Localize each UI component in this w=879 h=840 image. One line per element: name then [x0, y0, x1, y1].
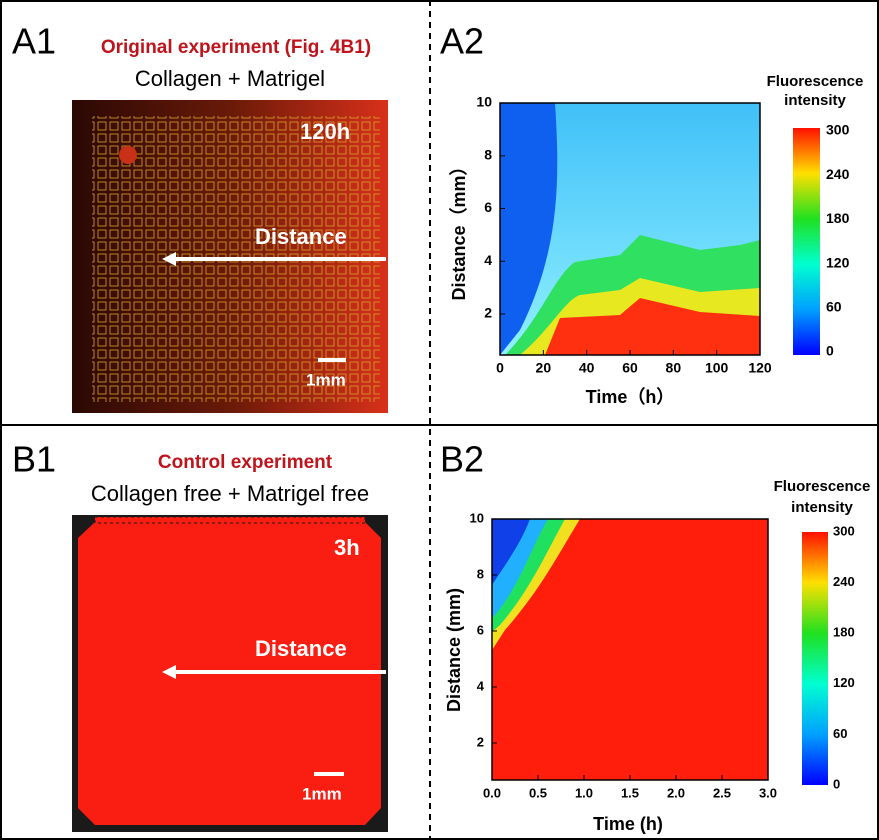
panel-label: B1 [12, 439, 56, 480]
arrow-label: Distance [255, 636, 347, 661]
time-label: 3h [334, 535, 360, 560]
x-tick-label: 2.5 [713, 785, 731, 800]
colorbar-tick-label: 0 [833, 776, 840, 791]
y-tick-label: 8 [477, 566, 484, 581]
colorbar-title: Fluorescence [774, 478, 871, 495]
contour [500, 103, 760, 355]
x-tick-label: 0.0 [483, 785, 501, 800]
x-axis-label: Time (h) [593, 814, 663, 834]
y-tick-label: 6 [484, 199, 492, 215]
panel-title: Control experiment [158, 452, 333, 473]
y-tick-label: 4 [477, 678, 485, 693]
colorbar-tick-label: 120 [826, 254, 850, 270]
colorbar-tick-label: 60 [826, 299, 842, 315]
y-axis-label: Distance (mm) [444, 588, 464, 712]
scale-label: 1mm [302, 784, 342, 803]
arrow-label: Distance [255, 224, 347, 249]
colorbar-tick-label: 240 [826, 166, 850, 182]
x-axis-label: Time（h） [586, 387, 675, 407]
colorbar-tick-label: 60 [833, 726, 847, 741]
colorbar-tick-label: 120 [833, 675, 855, 690]
y-tick-label: 6 [477, 622, 484, 637]
spot [119, 146, 137, 164]
x-tick-label: 1.0 [575, 785, 593, 800]
x-tick-label: 0.5 [529, 785, 547, 800]
y-tick-label: 8 [484, 146, 492, 162]
colorbar-tick-label: 300 [826, 122, 850, 138]
colorbar-tick-label: 0 [826, 343, 834, 359]
x-tick-label: 40 [579, 360, 595, 376]
x-tick-label: 60 [622, 360, 638, 376]
y-tick-label: 2 [484, 305, 492, 321]
colorbar [793, 128, 820, 355]
colorbar-title: intensity [784, 92, 846, 109]
x-tick-label: 80 [666, 360, 682, 376]
scale-label: 1mm [306, 370, 346, 389]
panel-label: A2 [440, 21, 484, 62]
arrow-head [162, 252, 176, 266]
colorbar-tick-label: 180 [833, 625, 855, 640]
x-tick-label: 0 [496, 360, 504, 376]
colorbar-title: Fluorescence [767, 73, 864, 90]
x-tick-label: 100 [705, 360, 729, 376]
x-tick-label: 120 [748, 360, 772, 376]
panel-subtitle: Collagen + Matrigel [135, 66, 325, 91]
colorbar-title: intensity [791, 499, 853, 516]
panel-title: Original experiment (Fig. 4B1) [101, 37, 371, 58]
panel-label: B2 [440, 439, 484, 480]
y-axis-label: Distance（mm） [449, 157, 469, 300]
arrow-head [162, 665, 176, 679]
x-tick-label: 20 [536, 360, 552, 376]
colorbar [802, 532, 828, 785]
x-tick-label: 3.0 [759, 785, 777, 800]
y-tick-label: 4 [484, 252, 492, 268]
micrograph-edge [94, 516, 366, 524]
x-tick-label: 2.0 [667, 785, 685, 800]
panel-label: A1 [12, 21, 56, 62]
colorbar-tick-label: 180 [826, 210, 850, 226]
y-tick-label: 10 [470, 510, 484, 525]
contour [492, 519, 768, 780]
y-tick-label: 2 [477, 734, 484, 749]
panel-subtitle: Collagen free + Matrigel free [91, 481, 369, 506]
colorbar-tick-label: 300 [833, 523, 855, 538]
x-tick-label: 1.5 [621, 785, 639, 800]
time-label: 120h [300, 119, 350, 144]
colorbar-tick-label: 240 [833, 574, 855, 589]
y-tick-label: 10 [476, 94, 492, 110]
